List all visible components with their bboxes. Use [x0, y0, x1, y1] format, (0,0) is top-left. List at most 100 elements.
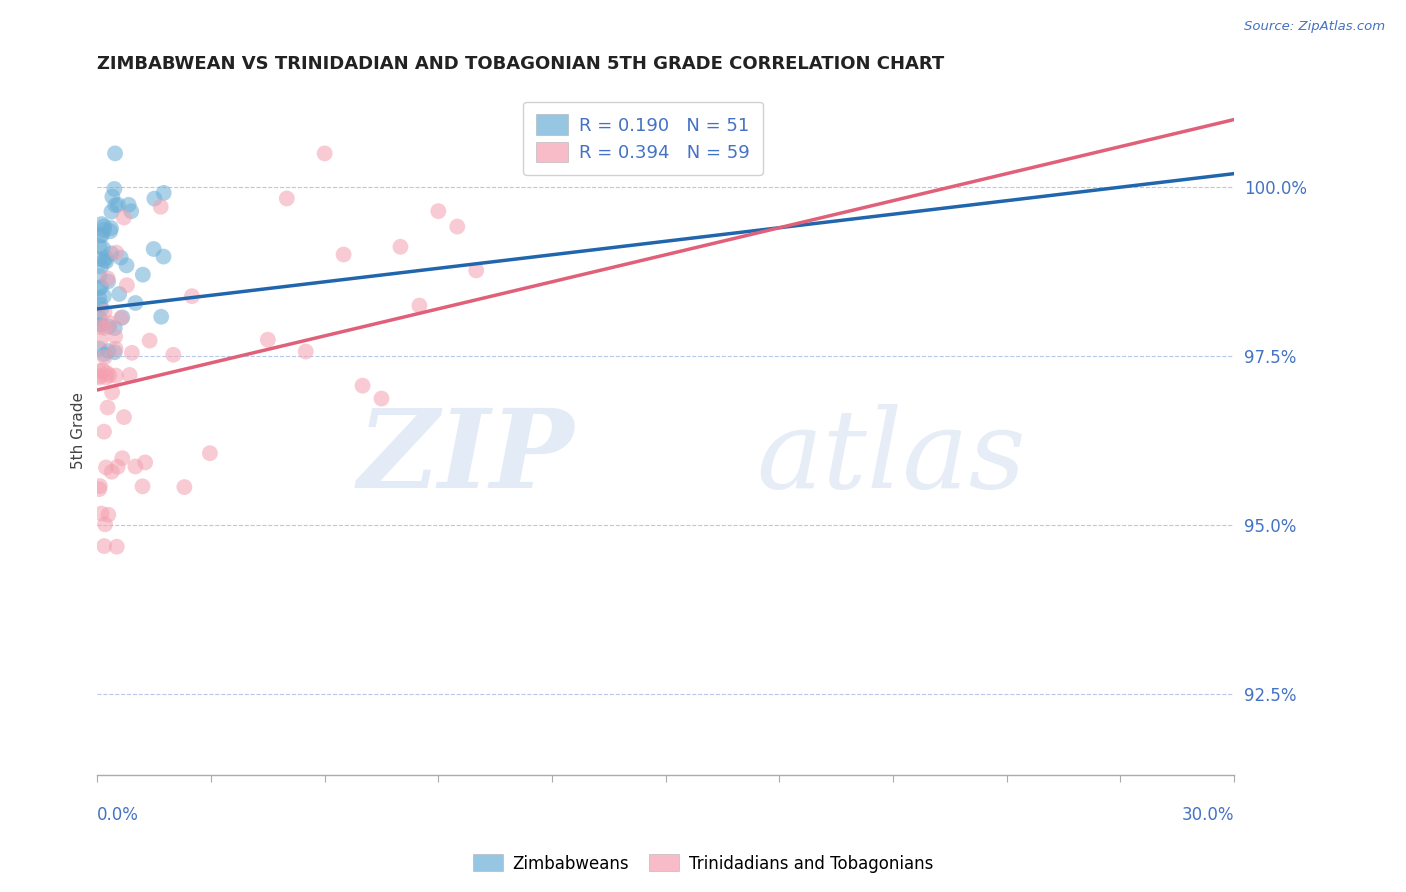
Point	[98, 316, 121, 330]
Point	[94, 460, 117, 475]
Y-axis label: 5th Grade: 5th Grade	[72, 392, 86, 469]
Point	[110, 311, 132, 326]
Point	[90, 280, 112, 294]
Point	[90, 318, 112, 332]
Point	[118, 368, 141, 382]
Point	[90, 217, 112, 231]
Point	[93, 347, 115, 361]
Point	[150, 310, 173, 324]
Point	[90, 228, 112, 243]
Point	[100, 204, 122, 219]
Point	[132, 268, 155, 282]
Point	[90, 260, 112, 274]
Point	[256, 333, 278, 347]
Point	[89, 342, 111, 356]
Point	[100, 246, 122, 260]
Point	[89, 317, 111, 331]
Point	[173, 480, 195, 494]
Point	[138, 334, 160, 348]
Point	[446, 219, 468, 234]
Point	[104, 342, 127, 356]
Point	[124, 296, 146, 310]
Point	[93, 223, 115, 237]
Point	[152, 186, 174, 200]
Point	[124, 459, 146, 474]
Point	[198, 446, 221, 460]
Point	[96, 254, 118, 268]
Point	[121, 346, 143, 360]
Point	[94, 517, 117, 532]
Point	[181, 289, 204, 303]
Point	[332, 247, 354, 261]
Point	[105, 245, 128, 260]
Point	[162, 348, 184, 362]
Point	[389, 240, 412, 254]
Point	[112, 211, 135, 225]
Point	[93, 351, 115, 365]
Point	[101, 189, 124, 203]
Point	[96, 370, 118, 384]
Legend: R = 0.190   N = 51, R = 0.394   N = 59: R = 0.190 N = 51, R = 0.394 N = 59	[523, 102, 762, 175]
Point	[89, 370, 111, 384]
Point	[91, 241, 114, 255]
Point	[89, 239, 111, 253]
Point	[103, 182, 125, 196]
Point	[104, 345, 127, 359]
Point	[108, 287, 131, 301]
Point	[93, 425, 115, 439]
Point	[89, 369, 111, 384]
Point	[93, 289, 115, 303]
Point	[104, 329, 127, 343]
Point	[104, 321, 127, 335]
Point	[97, 401, 120, 415]
Point	[104, 198, 127, 212]
Point	[97, 508, 120, 522]
Point	[100, 221, 122, 235]
Point	[96, 366, 118, 380]
Point	[115, 278, 138, 293]
Point	[90, 507, 112, 521]
Point	[91, 363, 114, 377]
Legend: Zimbabweans, Trinidadians and Tobagonians: Zimbabweans, Trinidadians and Tobagonian…	[465, 847, 941, 880]
Point	[89, 252, 111, 266]
Point	[142, 242, 165, 256]
Point	[370, 392, 392, 406]
Point	[352, 378, 374, 392]
Point	[90, 320, 112, 334]
Point	[89, 291, 111, 305]
Point	[111, 451, 134, 466]
Point	[131, 479, 153, 493]
Text: ZIMBABWEAN VS TRINIDADIAN AND TOBAGONIAN 5TH GRADE CORRELATION CHART: ZIMBABWEAN VS TRINIDADIAN AND TOBAGONIAN…	[97, 55, 945, 73]
Point	[314, 146, 336, 161]
Point	[89, 479, 111, 493]
Point	[104, 146, 127, 161]
Point	[93, 253, 115, 268]
Point	[90, 228, 112, 243]
Text: 0.0%: 0.0%	[97, 805, 139, 823]
Point	[89, 281, 111, 295]
Point	[93, 304, 115, 318]
Point	[98, 368, 121, 383]
Point	[427, 204, 450, 219]
Text: ZIP: ZIP	[359, 404, 575, 512]
Point	[408, 299, 430, 313]
Point	[97, 271, 120, 285]
Point	[276, 191, 298, 205]
Point	[107, 198, 129, 212]
Point	[111, 310, 134, 325]
Point	[89, 311, 111, 326]
Point	[105, 540, 128, 554]
Point	[118, 198, 141, 212]
Text: 30.0%: 30.0%	[1181, 805, 1234, 823]
Point	[89, 333, 111, 347]
Point	[97, 344, 120, 359]
Point	[120, 204, 142, 219]
Point	[112, 410, 135, 425]
Point	[97, 274, 120, 288]
Point	[93, 219, 115, 234]
Point	[89, 364, 111, 378]
Point	[89, 268, 111, 283]
Point	[94, 251, 117, 265]
Point	[98, 224, 121, 238]
Point	[90, 301, 112, 316]
